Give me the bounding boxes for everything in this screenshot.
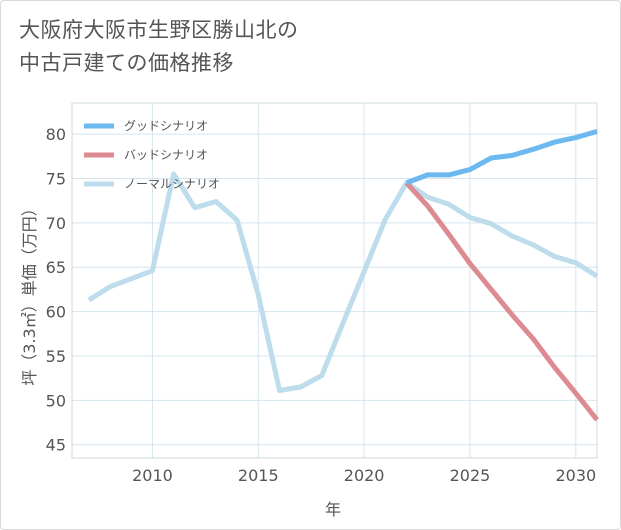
grid-lines: [72, 103, 597, 458]
legend-item-good[interactable]: グッドシナリオ: [84, 119, 208, 133]
series-lines: [87, 129, 599, 422]
y-tick-label: 50: [46, 391, 66, 410]
x-tick-label: 2015: [238, 466, 279, 485]
x-tick-labels: 2010 2015 2020 2025 2030: [132, 466, 596, 485]
x-tick-label: 2020: [344, 466, 385, 485]
y-tick-label: 75: [46, 169, 66, 188]
series-line-good: [405, 129, 598, 186]
legend-label: グッドシナリオ: [124, 119, 208, 133]
legend-label: バッドシナリオ: [124, 148, 208, 162]
x-tick-label: 2010: [132, 466, 173, 485]
y-tick-label: 80: [46, 125, 66, 144]
chart-title-line-1: 大阪府大阪市生野区勝山北の: [19, 18, 299, 42]
legend-item-bad[interactable]: バッドシナリオ: [84, 148, 208, 162]
y-tick-label: 60: [46, 303, 66, 322]
y-tick-labels: 45 50 55 60 65 70 75 80: [46, 125, 66, 455]
y-tick-label: 45: [46, 436, 66, 455]
chart-title-line-2: 中古戸建ての価格推移: [19, 51, 234, 75]
y-tick-label: 70: [46, 214, 66, 233]
x-axis-title: 年: [325, 500, 341, 519]
y-axis-title: 坪（3.3㎡）単価（万円）: [20, 200, 39, 385]
y-tick-label: 55: [46, 347, 66, 366]
series-line-normal: [87, 171, 599, 393]
legend-item-normal[interactable]: ノーマルシナリオ: [84, 177, 220, 191]
chart-title: 大阪府大阪市生野区勝山北の 中古戸建ての価格推移: [19, 14, 299, 80]
plot-border: [71, 102, 598, 459]
x-tick-label: 2030: [555, 466, 596, 485]
y-tick-label: 65: [46, 258, 66, 277]
plot-frame: [71, 102, 598, 459]
series-line-bad: [404, 181, 599, 422]
x-tick-label: 2025: [450, 466, 491, 485]
legend-label: ノーマルシナリオ: [124, 177, 220, 191]
